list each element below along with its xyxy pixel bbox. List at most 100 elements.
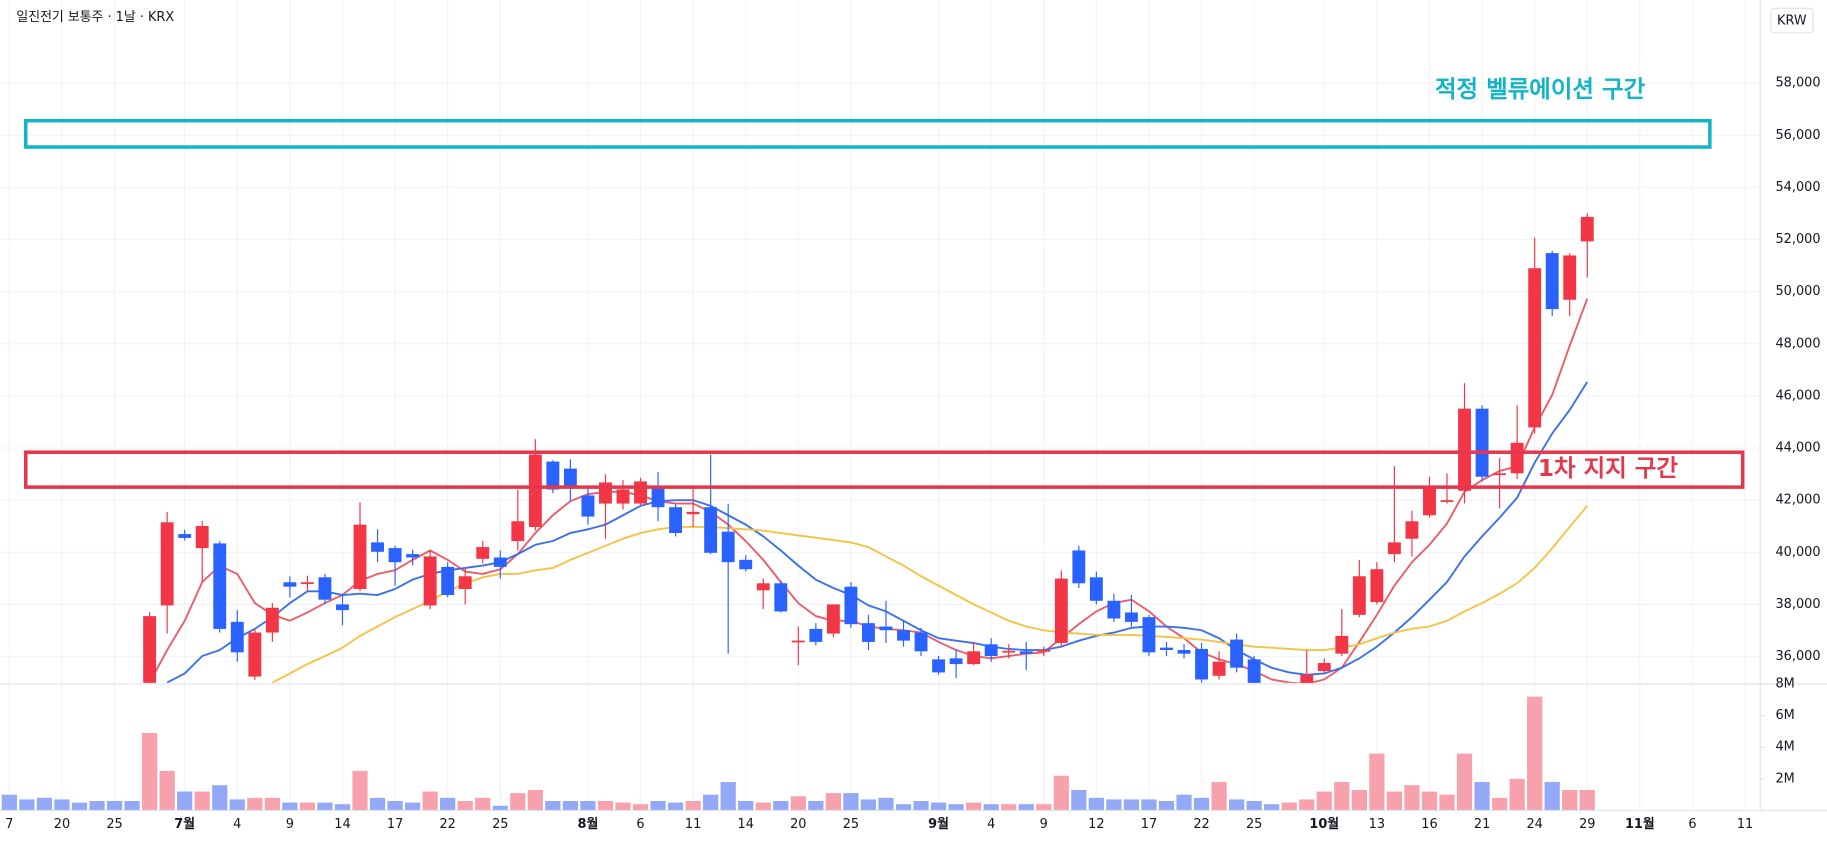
volume-bar [36, 797, 53, 811]
volume-bar [808, 801, 824, 811]
volume-bar [1264, 804, 1280, 811]
volume-bar [948, 804, 964, 811]
candle-body [932, 659, 946, 673]
candle-body [546, 461, 560, 490]
y-tick-label: 42,000 [1775, 493, 1820, 508]
volume-bar [106, 801, 123, 811]
volume-bar [404, 802, 421, 811]
volume-bar [1, 794, 17, 811]
x-tick-label: 17 [1141, 817, 1157, 832]
price-pane [143, 213, 1594, 683]
candle-body [844, 586, 858, 625]
candle-body [1370, 569, 1384, 603]
volume-bar [510, 793, 526, 811]
candle-body [213, 543, 227, 629]
volume-bar [913, 801, 929, 811]
x-tick-label: 9 [286, 817, 294, 832]
y-tick-label: 36,000 [1775, 649, 1820, 664]
candle-body [739, 559, 753, 570]
candle-body [1563, 255, 1577, 300]
candle-body [1387, 542, 1401, 555]
volume-bar [843, 793, 859, 811]
volume-bar [282, 802, 298, 811]
candle-body [1002, 650, 1016, 653]
candle-body [967, 651, 981, 665]
candle-body [581, 495, 595, 517]
currency[interactable]: KRW [1777, 14, 1807, 29]
candle-body [774, 583, 788, 612]
y-tick-label: 48,000 [1775, 336, 1820, 351]
volume-bar [1193, 797, 1210, 811]
candle-body [300, 582, 314, 585]
volume-bar [545, 801, 561, 811]
volume-bar [1579, 789, 1595, 811]
candle-body [1580, 216, 1594, 242]
zone-label: 적정 벨류에이션 구간 [1435, 75, 1646, 103]
currency-box[interactable] [1770, 7, 1814, 34]
x-tick-label: 20 [790, 817, 806, 832]
candle-body [143, 616, 157, 683]
volume-bar [703, 794, 719, 811]
x-tick-label: 16 [1421, 817, 1437, 832]
volume-bar [1474, 782, 1490, 811]
volume-bar [650, 801, 666, 811]
volume-bar [1036, 804, 1052, 811]
volume-bar [475, 797, 491, 811]
candle-body [686, 511, 700, 515]
candle-body [1352, 576, 1366, 615]
candle-body [721, 531, 735, 563]
candle-body [388, 548, 402, 563]
x-tick-label: 11월 [1625, 816, 1655, 832]
candle-body [230, 621, 244, 653]
candle-body [1440, 500, 1454, 502]
candle-body [1335, 635, 1349, 654]
volume-bar [1439, 794, 1455, 811]
volume-bar [440, 797, 456, 811]
volume-bar [1456, 753, 1473, 811]
volume-bar [124, 801, 140, 811]
x-tick-label: 11 [1737, 817, 1753, 832]
volume-bar [1404, 785, 1420, 811]
volume-bar [1386, 791, 1403, 811]
volume-bar [1158, 801, 1175, 811]
grid [0, 0, 1761, 811]
x-tick-label: 24 [1526, 817, 1542, 832]
candle-body [1212, 661, 1226, 676]
x-tick-label: 14 [334, 817, 350, 832]
candle-body [1475, 408, 1489, 477]
volume-bar [1509, 778, 1525, 811]
candle-body [1072, 550, 1086, 584]
x-tick-label: 13 [1369, 817, 1385, 832]
candle-body [1247, 659, 1261, 683]
y-tick-label: 50,000 [1775, 284, 1820, 299]
candle-body [1089, 577, 1103, 601]
volume-bar [387, 801, 403, 811]
candle-body [809, 628, 823, 642]
candle-body [336, 604, 349, 611]
volume-bar [966, 802, 982, 811]
moving-average-line [166, 381, 1589, 683]
volume-bar [334, 804, 351, 811]
x-tick-label: 4 [233, 817, 241, 832]
candle-body [826, 604, 840, 634]
x-tick-label: 10월 [1309, 816, 1339, 832]
y-tick-label: 40,000 [1775, 545, 1820, 560]
candle-body [879, 626, 893, 631]
x-tick-label: 12 [1088, 817, 1104, 832]
candle-body [1230, 639, 1244, 668]
candle-body [406, 554, 420, 558]
chart-header: 일진전기 보통주 · 1날 · KRX [16, 10, 174, 25]
volume-bar [738, 801, 754, 811]
moving-average-line [271, 505, 1588, 683]
volume-bar [1088, 797, 1104, 811]
volume-bar [369, 797, 386, 811]
x-tick-label: 7 [5, 817, 13, 832]
candle-body [178, 534, 192, 538]
volume-bar [159, 770, 175, 811]
volume-bar [54, 799, 70, 811]
volume-bar [1334, 782, 1350, 811]
volume-bar [615, 802, 631, 811]
